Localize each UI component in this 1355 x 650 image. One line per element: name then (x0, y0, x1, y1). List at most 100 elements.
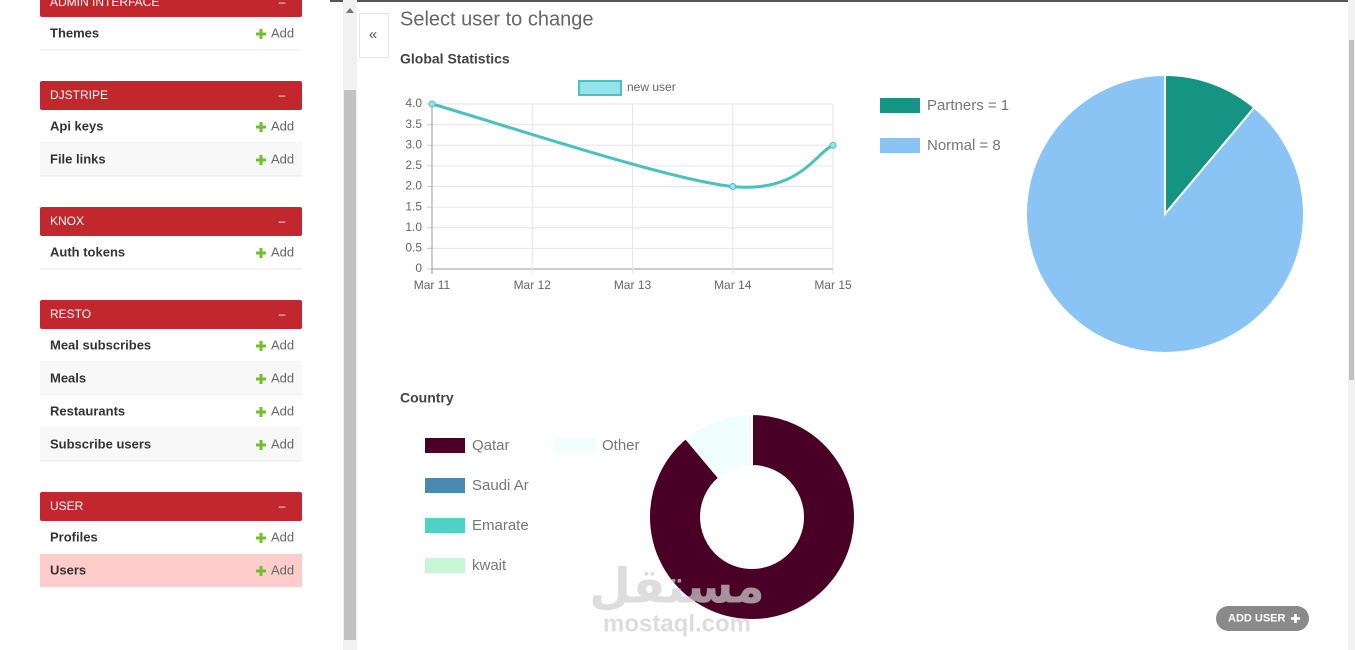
menu-item[interactable]: Meals (50, 370, 86, 385)
add-link[interactable]: Add (271, 436, 294, 451)
slice (1164, 73, 1256, 217)
menu-item[interactable]: Profiles (50, 529, 98, 544)
legend-swatch (425, 478, 465, 493)
line-point (428, 100, 436, 108)
line-point (729, 183, 737, 190)
legend-swatch (425, 438, 465, 453)
sidebar: ADMIN INTERFACE – Themes Add DJSTRIPE – Api ke… (40, 0, 302, 588)
group-title[interactable]: DJSTRIPE (50, 88, 108, 102)
add-link[interactable]: Add (271, 562, 294, 577)
add-icon[interactable] (256, 155, 266, 165)
line-series (431, 102, 834, 189)
legend-swatch (880, 138, 920, 153)
legend-swatch (425, 518, 465, 533)
legend-label: Saudi Ar (472, 477, 529, 494)
add-user-button[interactable] (1216, 606, 1309, 631)
y-tick-label: 2.5 (405, 158, 422, 172)
legend-swatch (555, 438, 595, 453)
collapse-icon[interactable]: « (369, 26, 377, 43)
legend-swatch (425, 558, 465, 573)
menu-item[interactable]: Api keys (50, 118, 103, 133)
menu-item[interactable]: Subscribe users (50, 436, 151, 451)
group-toggle[interactable]: – (279, 88, 286, 102)
y-tick-label: 0.5 (405, 241, 422, 255)
chart-title: Country (400, 390, 454, 406)
watermark-url: mostaql.com (603, 610, 751, 637)
legend-label: Qatar (472, 437, 510, 454)
page-scroll-thumb[interactable] (1349, 40, 1354, 380)
x-tick-label: Mar 15 (814, 278, 852, 292)
slice (1025, 73, 1305, 354)
group-title[interactable]: ADMIN INTERFACE (50, 0, 159, 9)
add-link[interactable]: Add (271, 529, 294, 544)
group-header[interactable] (40, 300, 302, 329)
x-tick-label: Mar 11 (414, 278, 451, 292)
group-title[interactable]: USER (50, 499, 84, 513)
legend-label: kwait (472, 557, 507, 574)
y-tick-label: 1.0 (405, 220, 422, 234)
charts: Global Statistics 0 0.5 1.0 1.5 2.0 2.5 3.0 3.5 4… (400, 51, 1305, 621)
y-tick-label: 1.5 (405, 199, 422, 213)
add-icon[interactable] (256, 407, 266, 417)
add-user-plus-icon[interactable] (1291, 614, 1300, 623)
x-tick-label: Mar 14 (714, 278, 752, 292)
legend-swatch (578, 80, 622, 96)
add-icon[interactable] (256, 533, 266, 543)
add-icon[interactable] (256, 341, 266, 351)
add-link[interactable]: Add (271, 151, 294, 166)
menu-item[interactable]: Themes (50, 25, 99, 40)
group-header[interactable] (40, 492, 302, 521)
group-title[interactable]: RESTO (50, 307, 91, 321)
add-icon[interactable] (256, 248, 266, 258)
watermark-text: مستقل (589, 561, 765, 614)
group-header[interactable] (40, 0, 302, 17)
group-header[interactable] (40, 81, 302, 110)
menu-item[interactable]: Restaurants (50, 403, 125, 418)
slice (684, 412, 753, 480)
add-link[interactable]: Add (271, 403, 294, 418)
legend-label: Emarate (472, 517, 529, 534)
add-user-label[interactable]: ADD USER (1228, 612, 1286, 624)
menu-item[interactable]: File links (50, 151, 106, 166)
line-point (829, 141, 837, 149)
add-link[interactable]: Add (271, 25, 294, 40)
y-tick-label: 3.0 (405, 137, 422, 151)
add-icon[interactable] (256, 566, 266, 576)
group-toggle[interactable]: – (279, 214, 286, 228)
sidebar-scroll-thumb[interactable] (344, 90, 356, 640)
legend-label: Partners = 1 (927, 97, 1009, 114)
scroll-up-arrow[interactable] (346, 8, 354, 13)
legend-label: Other (602, 437, 640, 454)
x-tick-label: Mar 13 (614, 278, 652, 292)
add-icon[interactable] (256, 440, 266, 450)
legend-swatch (880, 98, 920, 113)
group-header[interactable] (40, 207, 302, 236)
top-border (330, 0, 1355, 2)
add-icon[interactable] (256, 374, 266, 384)
y-tick-label: 4.0 (405, 96, 422, 110)
add-icon[interactable] (256, 29, 266, 39)
y-tick-label: 3.5 (405, 117, 422, 131)
y-tick-label: 2.0 (405, 179, 422, 193)
page-title: Select user to change (400, 8, 593, 30)
add-link[interactable]: Add (271, 337, 294, 352)
legend-label: Normal = 8 (927, 137, 1001, 154)
collapse-button[interactable] (359, 13, 389, 58)
menu-item[interactable]: Meal subscribes (50, 337, 151, 352)
add-link[interactable]: Add (271, 370, 294, 385)
group-toggle[interactable]: – (279, 0, 286, 9)
add-link[interactable]: Add (271, 244, 294, 259)
menu-item[interactable]: Users (50, 562, 86, 577)
group-toggle[interactable]: – (279, 499, 286, 513)
slice (648, 412, 856, 621)
group-title[interactable]: KNOX (50, 214, 84, 228)
y-tick-label: 0 (415, 261, 422, 275)
chart-title: Global Statistics (400, 51, 510, 67)
legend-label: new user (627, 80, 676, 94)
add-icon[interactable] (256, 122, 266, 132)
menu-item[interactable]: Auth tokens (50, 244, 125, 259)
group-toggle[interactable]: – (279, 307, 286, 321)
add-link[interactable]: Add (271, 118, 294, 133)
